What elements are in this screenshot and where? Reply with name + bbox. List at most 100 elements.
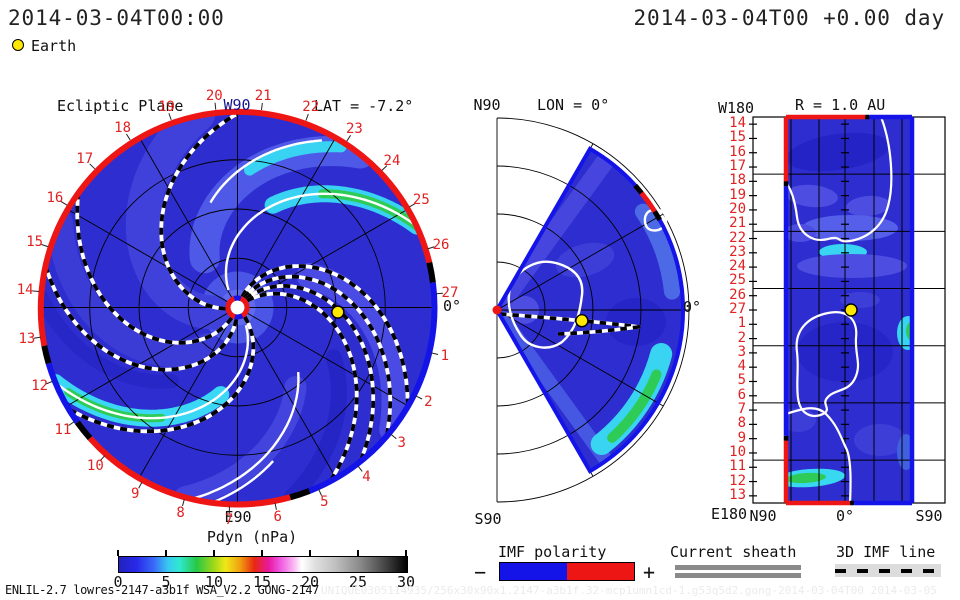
earth-marker-meridional: [575, 314, 589, 328]
map-day-label: 1: [737, 315, 746, 332]
colorbar-tick-label: 25: [348, 573, 368, 591]
map-day-label: 5: [737, 372, 746, 389]
ecliptic-day-label: 23: [345, 121, 363, 138]
ecliptic-day-label: 19: [158, 98, 175, 115]
ecliptic-day-label: 11: [54, 421, 72, 438]
colorbar-tick-label: 20: [300, 573, 320, 591]
imf-negative-swatch: [500, 563, 567, 580]
map-title: R = 1.0 AU: [795, 96, 886, 114]
map-day-label: 21: [729, 215, 746, 232]
ecliptic-day-label: 7: [224, 512, 234, 529]
earth-legend-label: Earth: [31, 37, 77, 55]
ecliptic-day-label: 20: [205, 87, 223, 104]
map-day-label: 6: [737, 386, 746, 403]
map-day-label: 24: [729, 258, 746, 275]
colorbar-tick: [117, 550, 119, 556]
colorbar-title: Pdyn (nPa): [206, 528, 298, 546]
map-day-label: 3: [737, 343, 746, 360]
imf-line-dashes: [835, 568, 941, 573]
ecliptic-zero-label: 0°: [443, 297, 462, 315]
colorbar-tick-label: 30: [396, 573, 416, 591]
ecliptic-day-label: 8: [176, 504, 185, 521]
current-sheath-sample-bottom: [675, 573, 801, 578]
map-day-label: 15: [729, 129, 746, 146]
ecliptic-day-label: 17: [76, 151, 94, 168]
map-day-label: 20: [729, 200, 746, 217]
colorbar-tick: [261, 550, 263, 556]
earth-icon: [12, 39, 24, 51]
earth-marker-ecliptic: [331, 305, 345, 319]
map-day-label: 7: [737, 401, 746, 418]
longitude-map-plot: [749, 114, 946, 506]
meridional-plot: [492, 117, 690, 503]
ecliptic-day-label: 18: [114, 120, 132, 137]
map-day-label: 11: [729, 458, 746, 475]
ecliptic-day-label: 4: [362, 469, 371, 486]
map-day-label: 25: [729, 272, 746, 289]
map-day-label: 10: [729, 443, 746, 460]
map-day-label: 26: [729, 286, 746, 303]
ecliptic-day-label: 2: [424, 394, 433, 411]
timestamp-current: 2014-03-04T00:00: [8, 6, 225, 30]
ecliptic-day-label: 27: [441, 284, 459, 301]
colorbar-tick-label: 5: [161, 573, 171, 591]
colorbar-tick: [357, 550, 359, 556]
colorbar-tick: [309, 550, 311, 556]
meridional-title: LON = 0°: [537, 96, 610, 114]
meridional-zero-label: 0°: [683, 298, 702, 316]
ecliptic-day-label: 13: [18, 331, 36, 348]
ecliptic-title: Ecliptic Plane: [57, 97, 184, 115]
ecliptic-e90-label: E90: [224, 508, 252, 526]
map-day-label: 8: [737, 415, 746, 432]
map-day-label: 14: [729, 115, 746, 132]
colorbar-tick-label: 0: [113, 573, 123, 591]
colorbar-tick: [405, 550, 407, 556]
earth-marker-map: [844, 303, 858, 317]
sun-icon: [230, 300, 245, 315]
colorbar-tick-label: 15: [252, 573, 272, 591]
map-day-label: 27: [729, 301, 746, 317]
meridional-n90-label: N90: [473, 96, 501, 114]
map-x-tick-label: 0°: [835, 507, 855, 525]
ecliptic-plot: [32, 102, 444, 514]
map-x-tick-label: S90: [915, 507, 943, 525]
ecliptic-day-label: 15: [26, 234, 44, 251]
ecliptic-day-label: 10: [86, 458, 104, 475]
map-day-label: 4: [737, 358, 746, 375]
map-day-label: 17: [729, 158, 746, 175]
map-day-label: 9: [737, 429, 746, 446]
minus-sign: −: [474, 560, 487, 584]
ecliptic-day-label: 16: [46, 189, 64, 206]
ecliptic-day-label: 12: [31, 378, 49, 395]
colorbar: [118, 556, 408, 573]
ecliptic-w90-label: W90: [223, 96, 251, 114]
map-day-label: 18: [729, 172, 746, 189]
ecliptic-day-label: 22: [302, 99, 320, 116]
map-w180-label: W180: [717, 99, 755, 117]
ecliptic-day-label: 3: [397, 435, 406, 452]
model-info: ENLIL-2.7 lowres-2147-a3b1f WSA_V2.2 GON…: [5, 583, 319, 597]
imf-line-label: 3D IMF line: [836, 543, 936, 561]
imf-polarity-sample: [499, 562, 635, 581]
map-day-label: 23: [729, 243, 746, 260]
ecliptic-day-label: 25: [412, 191, 430, 208]
ecliptic-day-label: 24: [383, 152, 401, 169]
ecliptic-day-label: 14: [16, 282, 34, 299]
meridional-s90-label: S90: [474, 510, 502, 528]
ecliptic-day-label: 9: [131, 486, 140, 503]
ecliptic-day-label: 5: [320, 493, 329, 510]
imf-polarity-label: IMF polarity: [498, 543, 607, 561]
ecliptic-day-label: 21: [254, 88, 272, 105]
map-e180-label: E180: [710, 505, 748, 523]
imf-line-sample: [835, 564, 941, 577]
imf-positive-swatch: [567, 563, 634, 580]
plus-sign: +: [643, 560, 656, 584]
timestamp-forecast: 2014-03-04T00 +0.00 day: [633, 6, 945, 30]
ecliptic-lat-label: LAT = -7.2°: [314, 97, 414, 115]
current-sheath-label: Current sheath: [670, 543, 797, 561]
colorbar-tick: [213, 550, 215, 556]
map-x-tick-label: N90: [749, 507, 777, 525]
map-day-label: 22: [729, 229, 746, 246]
map-day-label: 12: [729, 472, 746, 489]
